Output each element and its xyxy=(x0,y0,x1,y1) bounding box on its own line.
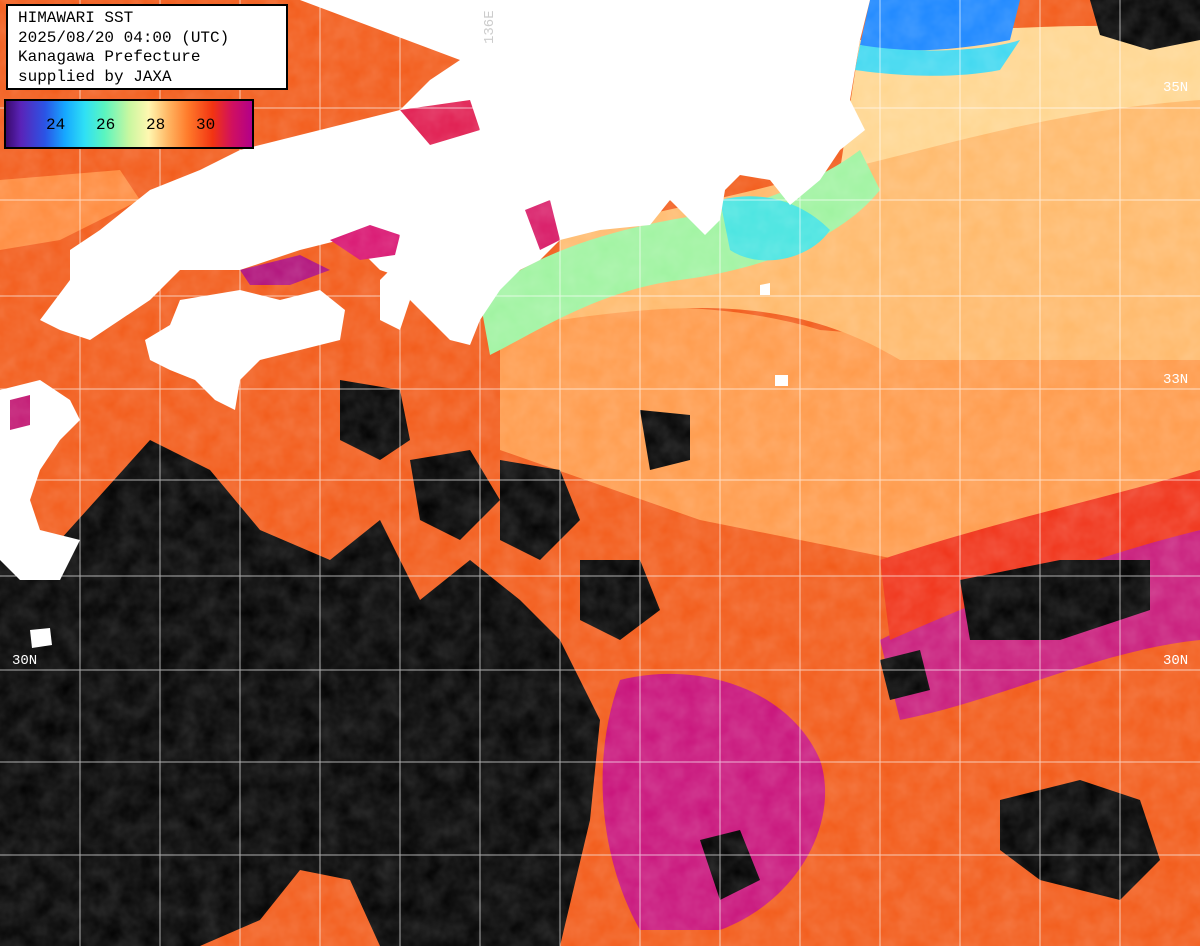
lat-label-30n-left: 30N xyxy=(12,653,38,669)
legend-tick-30: 30 xyxy=(196,116,216,134)
supplier-label: supplied by JAXA xyxy=(18,67,172,86)
lat-label-33n: 33N xyxy=(1163,372,1189,388)
color-scale-legend: 24 26 28 30 xyxy=(4,99,254,149)
lat-label-30n-right: 30N xyxy=(1163,653,1189,669)
info-panel: HIMAWARI SST 2025/08/20 04:00 (UTC) Kana… xyxy=(6,4,288,90)
legend-tick-28: 28 xyxy=(146,116,166,134)
lon-label-136e: 136E xyxy=(482,10,498,44)
legend-tick-26: 26 xyxy=(96,116,116,134)
prefecture-label: Kanagawa Prefecture xyxy=(18,48,201,66)
product-title: HIMAWARI SST xyxy=(18,9,134,27)
lat-label-35n: 35N xyxy=(1163,80,1189,96)
timestamp: 2025/08/20 04:00 (UTC) xyxy=(18,28,230,47)
legend-tick-24: 24 xyxy=(46,116,66,134)
